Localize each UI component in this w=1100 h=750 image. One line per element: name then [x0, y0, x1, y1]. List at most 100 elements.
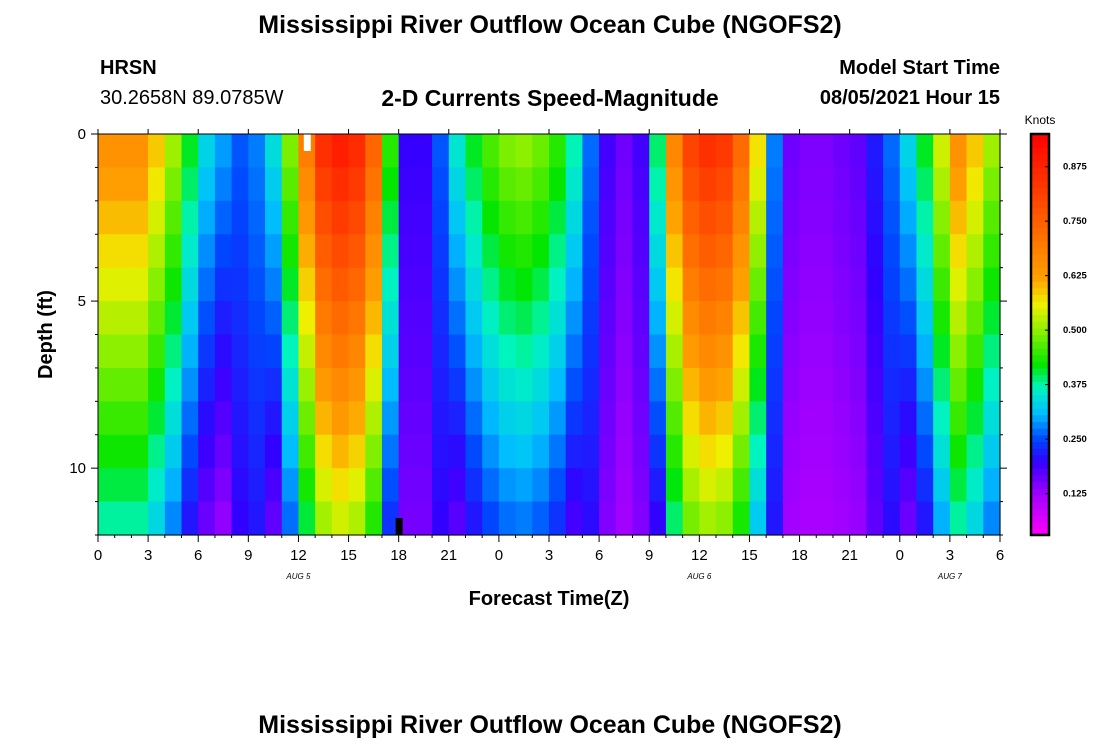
heatmap-cell	[699, 401, 717, 436]
heatmap-cell	[415, 468, 433, 503]
heatmap-cell	[398, 267, 416, 302]
heatmap-cell	[231, 367, 249, 402]
heatmap-cell	[716, 167, 734, 202]
heatmap-cell	[782, 501, 801, 536]
heatmap-cell	[816, 301, 834, 336]
colorbar-segment	[1031, 428, 1049, 436]
heatmap-cell	[298, 267, 316, 302]
colorbar-segment	[1031, 488, 1049, 496]
heatmap-cell	[114, 234, 132, 269]
heatmap-cell	[164, 434, 183, 469]
heatmap-cell	[415, 401, 433, 436]
colorbar-segment	[1031, 441, 1049, 449]
heatmap-cell	[415, 367, 433, 402]
heatmap-cell	[465, 367, 483, 402]
heatmap-cell	[482, 200, 500, 235]
heatmap-cell	[916, 401, 934, 436]
heatmap-cell	[899, 367, 918, 402]
heatmap-cell	[515, 401, 533, 436]
heatmap-cell	[665, 468, 684, 503]
heatmap-cell	[231, 334, 249, 369]
heatmap-cell	[665, 334, 684, 369]
heatmap-cell	[398, 367, 416, 402]
heatmap-cell	[983, 334, 1001, 369]
heatmap-cell	[448, 468, 467, 503]
heatmap-cell	[549, 134, 567, 169]
heatmap-cell	[398, 401, 416, 436]
heatmap-cell	[966, 434, 984, 469]
heatmap-cell	[883, 200, 901, 235]
heatmap-cell	[749, 468, 767, 503]
heatmap-cell	[198, 334, 216, 369]
heatmap-cell	[498, 434, 517, 469]
heatmap-cell	[732, 267, 751, 302]
heatmap-cell	[615, 334, 634, 369]
heatmap-cell	[665, 234, 684, 269]
model-start-label: Model Start Time	[839, 57, 1000, 79]
heatmap-cell	[565, 267, 583, 302]
heatmap-cell	[615, 434, 634, 469]
heatmap-cell	[482, 501, 500, 536]
heatmap-cell	[298, 434, 316, 469]
heatmap-cell	[966, 200, 984, 235]
heatmap-cell	[716, 367, 734, 402]
axes: 0 3 6 9 12 15 18 21 0 3 6 9 12 15 18 21 0 3 6 AUG 5 AUG 6 AUG…	[69, 126, 1007, 581]
x-tick-label: 15	[340, 547, 357, 564]
colorbar-segment	[1031, 140, 1049, 148]
heatmap-cell	[899, 200, 918, 235]
heatmap-cell	[315, 167, 333, 202]
colorbar-segment	[1031, 314, 1049, 322]
heatmap-cell	[448, 301, 467, 336]
colorbar-segment	[1031, 240, 1049, 249]
x-tick-label: 18	[791, 547, 808, 564]
heatmap-cell	[281, 200, 300, 235]
heatmap-cell	[432, 234, 450, 269]
heatmap-cell	[448, 434, 467, 469]
heatmap-cell	[532, 367, 550, 402]
heatmap-cell	[515, 267, 533, 302]
heatmap-cell	[749, 401, 767, 436]
heatmap-cell	[849, 267, 867, 302]
heatmap-cell	[131, 367, 149, 402]
heatmap-cell	[599, 267, 617, 302]
heatmap-cell	[398, 468, 416, 503]
heatmap-cell	[265, 267, 283, 302]
heatmap-cell	[164, 367, 183, 402]
heatmap-cell	[298, 301, 316, 336]
colorbar-segment	[1031, 361, 1049, 369]
heatmap-cell	[832, 200, 851, 235]
heatmap-cell	[883, 334, 901, 369]
heatmap-cell	[699, 501, 717, 536]
heatmap-cell	[549, 267, 567, 302]
heatmap-cell	[532, 434, 550, 469]
heatmap-cell	[515, 301, 533, 336]
x-tick-label: 3	[545, 547, 553, 564]
colorbar-segment	[1031, 521, 1049, 529]
heatmap-cell	[448, 367, 467, 402]
heatmap-cell	[699, 301, 717, 336]
heatmap-cell	[799, 134, 817, 169]
heatmap-cell	[381, 267, 400, 302]
colorbar-segment	[1031, 327, 1049, 336]
heatmap-cell	[331, 267, 350, 302]
heatmap-cell	[665, 134, 684, 169]
heatmap-cell	[214, 134, 233, 169]
heatmap-cell	[966, 301, 984, 336]
date-label: AUG 6	[686, 572, 712, 581]
heatmap-cell	[899, 301, 918, 336]
heatmap-cell	[448, 234, 467, 269]
time-marker	[303, 134, 311, 151]
heatmap-cell	[866, 501, 884, 536]
heatmap-cell	[966, 468, 984, 503]
time-marker	[395, 518, 403, 535]
heatmap-cell	[665, 167, 684, 202]
heatmap-cell	[933, 367, 951, 402]
heatmap-cell	[482, 401, 500, 436]
heatmap-cell	[966, 501, 984, 536]
heatmap-cell	[315, 200, 333, 235]
chart-title: Mississippi River Outflow Ocean Cube (NG…	[258, 11, 842, 39]
heatmap-cell	[983, 234, 1001, 269]
heatmap-cell	[214, 301, 233, 336]
heatmap-cell	[866, 434, 884, 469]
